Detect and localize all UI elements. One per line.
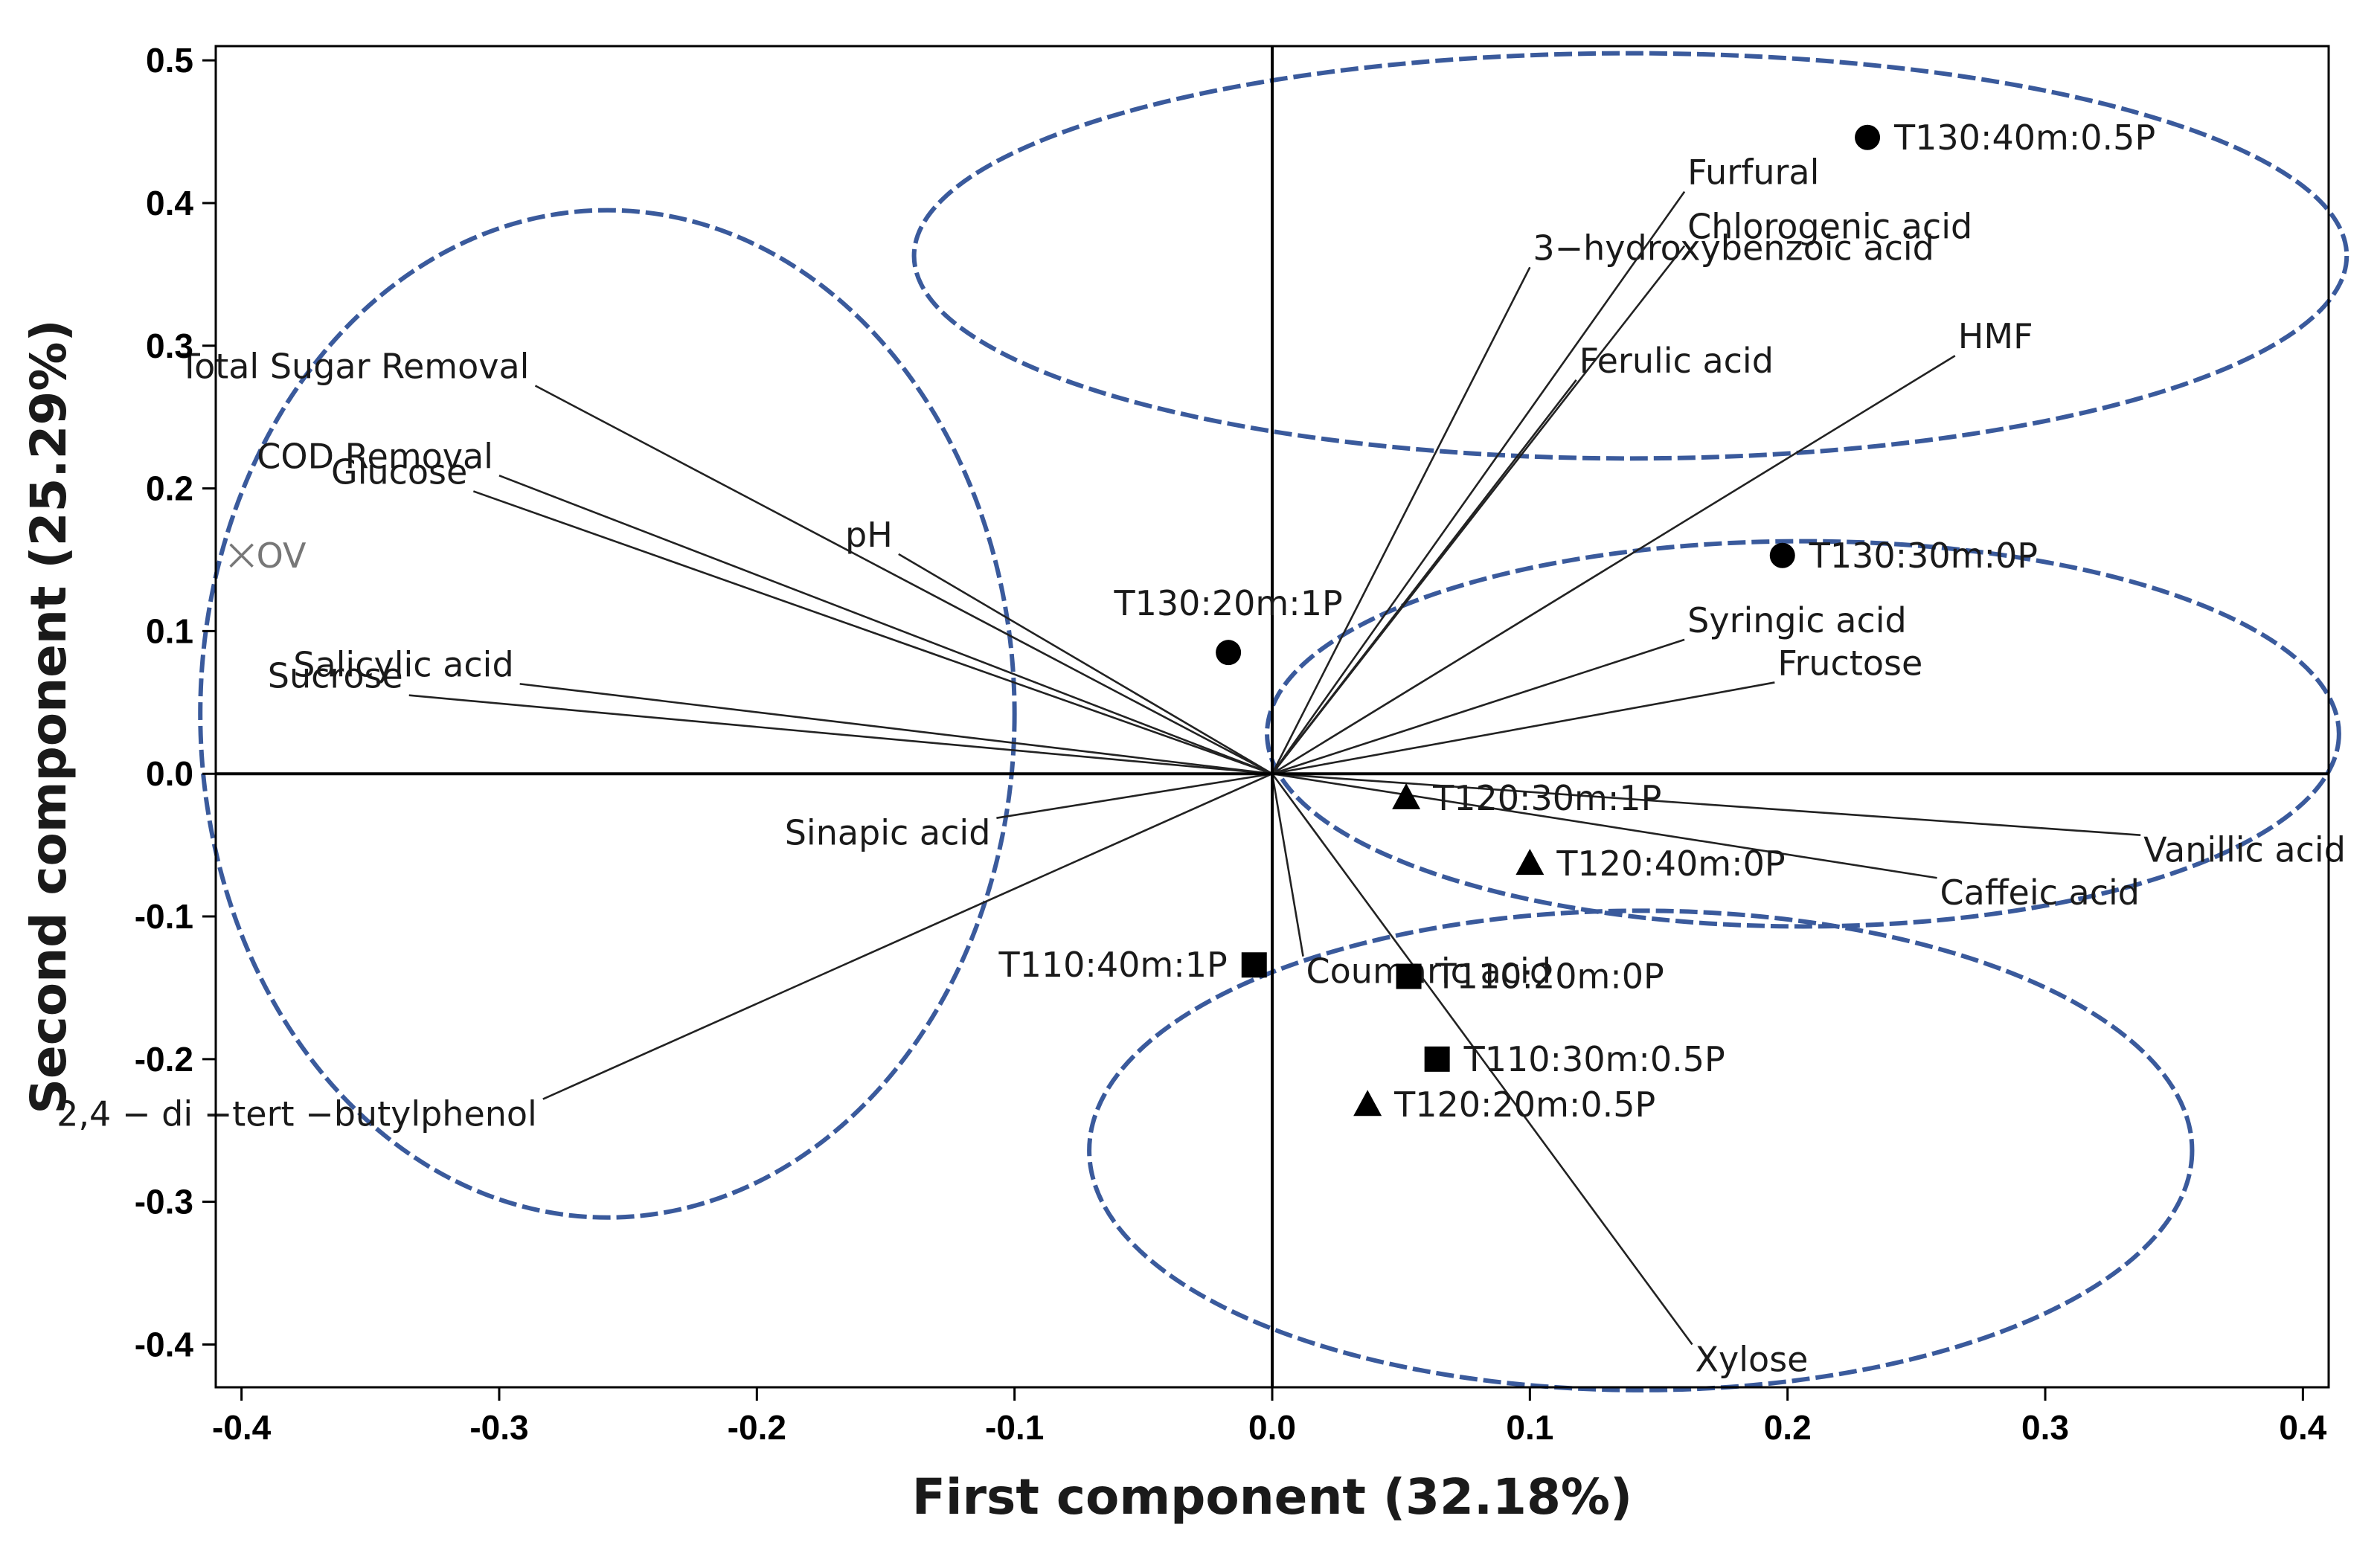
vector-line-ph [898,553,1273,775]
y-tick-label: 0.4 [146,184,193,222]
vector-label-fructose: Fructose [1777,643,1922,683]
point-t130-40m-0-5p [1855,124,1881,150]
vector-label-coumaric-acid: Coumaric acid [1306,951,1551,992]
vector-line-syringic-acid [1271,638,1685,775]
ellipse-middle-right [1265,539,2341,929]
y-tick-label: 0.1 [146,611,193,650]
x-tick-label: 0.2 [1764,1408,1812,1447]
vector-label-hmf: HMF [1958,316,2033,356]
vector-label-salicylic-acid: Salicylic acid [293,644,513,684]
point-label-t110-30m-0-5p: T110:30m:0.5P [1463,1039,1725,1079]
vector-line-2-4-di-tert-butylphenol [542,773,1273,1100]
y-tick-label: -0.4 [135,1325,194,1363]
group-ellipses [198,51,2349,1392]
y-tick-label: -0.1 [135,897,193,936]
point-label-t130-40m-0-5p: T130:40m:0.5P [1893,118,2155,158]
point-label-outlier: OV [257,536,307,576]
point-label-t130-30m-0p: T130:30m:0P [1809,536,2038,576]
vector-label-furfural: Furfural [1687,152,1819,193]
x-tick-label: 0.3 [2021,1408,2069,1447]
vector-label-2-4-di-tert-butylphenol: 2,4 − di −tert −butylphenol [57,1094,537,1134]
point-t120-30m-1p [1392,783,1421,809]
point-label-t120-30m-1p: T120:30m:1P [1432,778,1661,818]
ellipse-bottom [1087,908,2195,1392]
vector-line-ferulic-acid [1271,379,1577,775]
vector-label-sucrose: Sucrose [268,656,403,696]
point-t130-30m-0p [1769,542,1795,568]
ellipse-left [198,208,1017,1220]
ellipse-top [911,51,2349,461]
vector-line-glucose [472,490,1273,775]
vector-line-xylose [1271,773,1693,1346]
point-t120-40m-0p [1515,849,1545,876]
point-t130-20m-1p [1216,640,1242,666]
vector-line-3-hydroxybenzoic-acid [1271,266,1531,774]
vector-label-cod-removal: COD Removal [257,436,493,476]
vector-label-syringic-acid: Syringic acid [1687,600,1907,640]
point-t110-40m-1p [1241,952,1267,978]
vector-label-glucose: Glucose [331,452,467,492]
vector-label-ph: pH [845,515,893,555]
point-t110-20m-0p [1396,963,1422,989]
vector-line-total-sugar-removal [534,385,1273,775]
vector-label-total-sugar-removal: Total Sugar Removal [179,347,530,387]
vector-label-vanillic-acid: Vanillic acid [2143,830,2346,870]
x-tick-label: 0.4 [2279,1408,2326,1447]
point-label-t110-40m-1p: T110:40m:1P [998,945,1228,985]
vector-label-xylose: Xylose [1696,1339,1809,1379]
x-tick-label: 0.0 [1248,1408,1296,1447]
vector-line-cod-removal [498,475,1273,775]
x-tick-label: -0.1 [985,1408,1044,1447]
vector-line-furfural [1271,190,1686,774]
point-t120-20m-0-5p [1353,1090,1382,1117]
vector-line-vanillic-acid [1271,772,2141,836]
y-tick-label: 0.5 [146,41,193,80]
x-axis-ticks: -0.4 -0.3 -0.2 -0.1 0.0 0.1 0.2 0.3 0.4 [212,1387,2327,1447]
y-axis-ticks: -0.4 -0.3 -0.2 -0.1 0.0 0.1 0.2 0.3 0.4 0.5 [135,41,216,1363]
point-label-t120-40m-0p: T120:40m:0P [1556,844,1785,884]
vector-line-hmf [1271,355,1956,775]
y-tick-label: -0.3 [135,1183,193,1221]
vector-line-coumaric-acid [1271,774,1304,957]
y-tick-label: -0.2 [135,1040,193,1079]
vector-line-fructose [1271,681,1775,775]
y-tick-label: 0.2 [146,469,193,508]
x-tick-label: -0.4 [212,1408,272,1447]
x-tick-label: 0.1 [1506,1408,1553,1447]
y-tick-label: 0.0 [146,754,193,793]
vector-label-chlorogenic-acid: Chlorogenic acid [1687,207,1972,247]
reference-lines [216,46,2329,1387]
score-points: T130:40m:0.5P T130:30m:0P T130:20m:1P T120:… [229,118,2155,1125]
x-axis-title: First component (32.18%) [912,1468,1632,1526]
vector-label-3-hydroxybenzoic-acid: 3−hydroxybenzoic acid [1533,228,1934,268]
point-label-t110-20m-0p: T110:20m:0P [1435,957,1664,997]
point-label-t120-20m-0-5p: T120:20m:0.5P [1393,1085,1655,1125]
vector-line-salicylic-acid [519,683,1273,775]
point-outlier-marker [229,543,254,568]
vector-line-sinapic-acid [996,772,1273,819]
x-tick-label: -0.2 [728,1408,786,1447]
vector-label-sinapic-acid: Sinapic acid [785,813,991,853]
vector-line-sucrose [408,694,1273,775]
vector-label-caffeic-acid: Caffeic acid [1940,873,2140,913]
vector-label-ferulic-acid: Ferulic acid [1579,341,1774,381]
point-label-t130-20m-1p: T130:20m:1P [1113,583,1342,623]
x-tick-label: -0.3 [469,1408,528,1447]
y-tick-label: 0.3 [146,327,193,365]
vector-line-caffeic-acid [1271,772,1937,879]
point-t110-30m-0-5p [1424,1046,1450,1072]
y-axis-title: Second component (25.29%) [20,319,77,1114]
